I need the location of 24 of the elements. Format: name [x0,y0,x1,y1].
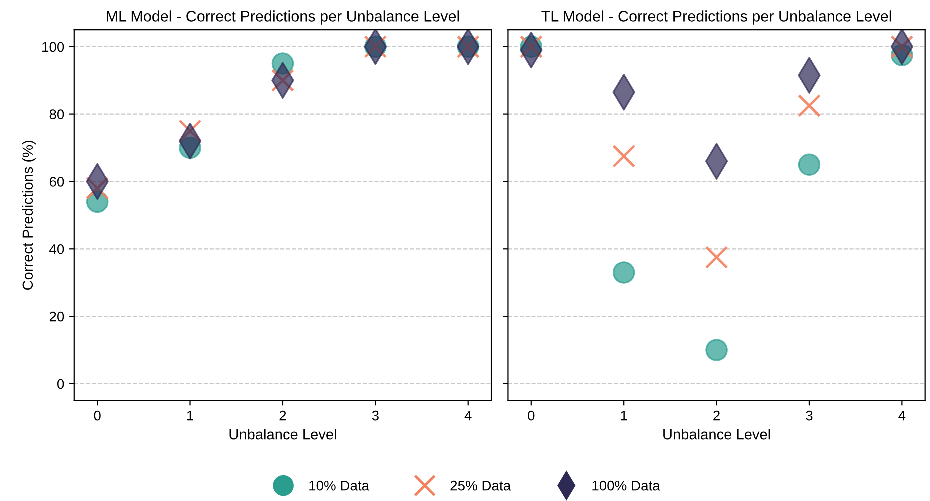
y-tick-label: 20 [50,312,64,322]
x-tick-label: 0 [528,410,535,421]
x-tick-label: 4 [898,411,906,421]
chart-title: ML Model - Correct Predictions per Unbalance Level [107,10,460,25]
x-tick-label: 2 [714,410,720,421]
y-tick-label: 60 [50,177,64,187]
x-tick-label: 1 [187,411,194,421]
y-tick-label: 40 [50,244,64,254]
x-tick-label: 4 [464,411,472,421]
x-tick-label: 3 [372,410,379,421]
x-tick-label: 2 [280,410,286,421]
y-tick-label: 0 [57,379,64,390]
x-axis-title: Unbalance Level [664,429,770,440]
legend-label: 25% Data [450,480,512,491]
x-tick-label: 3 [806,410,813,421]
x-axis-title: Unbalance Level [230,429,336,440]
x-tick-label: 0 [94,410,101,421]
legend-label: 10% Data [310,480,370,491]
legend-label: 100% Data [592,480,660,491]
chart-title: TL Model - Correct Predictions per Unbalance Level [542,10,892,25]
x-tick-label: 1 [621,411,628,421]
y-tick-label: 100 [42,42,64,52]
y-tick-label: 80 [50,110,64,120]
y-axis-title: Correct Predictions (%) [22,140,36,290]
